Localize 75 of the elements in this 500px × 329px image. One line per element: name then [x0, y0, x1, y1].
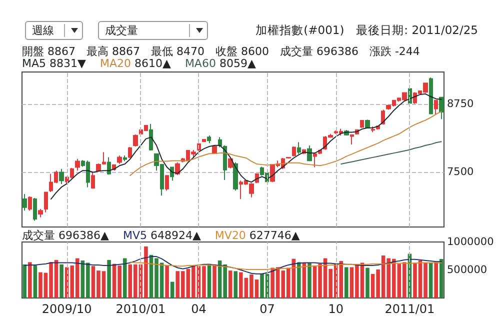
x-tick-label: 2010/01: [116, 302, 166, 316]
candlestick: [128, 146, 132, 158]
bar: [165, 266, 169, 298]
x-tick-label: 04: [191, 302, 206, 316]
y-tick-label: 1000000: [447, 236, 494, 248]
candlestick: [75, 158, 80, 172]
candlestick: [165, 175, 169, 192]
x-tick-label: 2011/01: [384, 302, 435, 316]
bar: [308, 262, 312, 298]
text: 週線: [32, 24, 54, 37]
candlestick: [292, 146, 296, 157]
line-series: [50, 93, 442, 200]
candlestick: [233, 162, 238, 192]
candlestick: [434, 100, 438, 115]
bar: [439, 259, 444, 298]
x-tick-label: 10: [328, 302, 344, 316]
y-tick-label: 7500: [447, 166, 474, 178]
x-tick-label: 2009/10: [42, 302, 92, 316]
candlestick: [350, 134, 354, 146]
candlestick: [228, 158, 233, 169]
candlestick: [360, 120, 364, 128]
bar: [297, 262, 301, 298]
line-series: [340, 141, 442, 165]
candlestick: [59, 168, 64, 184]
candlestick: [202, 138, 206, 143]
candlestick: [207, 134, 211, 144]
text: MA60 8059▲: [184, 57, 256, 70]
candlestick: [44, 192, 48, 213]
candlestick: [22, 193, 27, 212]
candlestick: [439, 96, 444, 120]
text: MA20 8610▲: [100, 57, 171, 70]
candlestick: [149, 123, 153, 152]
candlestick: [123, 155, 127, 162]
candlestick: [107, 156, 111, 176]
bar: [366, 268, 370, 298]
bar: [28, 262, 32, 298]
candlestick: [223, 144, 227, 180]
text: 開盤 8867 最高 8867 最低 8470 收盤 8600 成交量 696386 漲跌 -244: [22, 45, 420, 58]
bar: [22, 264, 27, 298]
candlestick: [286, 156, 291, 160]
line-series: [130, 110, 442, 176]
candlestick: [297, 142, 301, 154]
bar: [33, 266, 38, 298]
line-series: [24, 256, 442, 274]
bar: [107, 260, 111, 298]
candlestick: [365, 119, 370, 129]
text: MV20 627746▲: [214, 229, 300, 242]
bar: [344, 267, 348, 298]
candlestick: [117, 155, 122, 164]
series-label: MV5 648924▲: [122, 229, 201, 242]
bar: [234, 271, 238, 298]
y-tick-label: 8750: [447, 98, 474, 110]
candlestick: [38, 208, 43, 218]
bar: [212, 264, 216, 298]
candlestick: [33, 197, 37, 222]
candlestick: [218, 136, 222, 148]
bar: [170, 282, 174, 298]
series-label: 成交量 696386▲: [22, 229, 109, 242]
y-tick-label: 500000: [447, 264, 488, 276]
x-tick-label: 07: [260, 302, 275, 316]
bar: [434, 262, 438, 298]
text: MA5 8831▼: [22, 57, 86, 70]
bar: [122, 258, 127, 298]
candlestick: [133, 134, 138, 147]
bar: [228, 270, 232, 298]
bar: [60, 264, 64, 298]
candlestick: [429, 76, 433, 115]
chart-title: 加權指數(#001) 最後日期: 2011/02/25: [256, 23, 478, 37]
candlestick: [212, 144, 217, 154]
bar: [428, 262, 433, 298]
line-series: [130, 262, 442, 270]
candlestick: [313, 153, 317, 168]
candlestick: [28, 196, 32, 212]
text: 成交量: [105, 24, 138, 37]
candlestick: [91, 172, 95, 190]
